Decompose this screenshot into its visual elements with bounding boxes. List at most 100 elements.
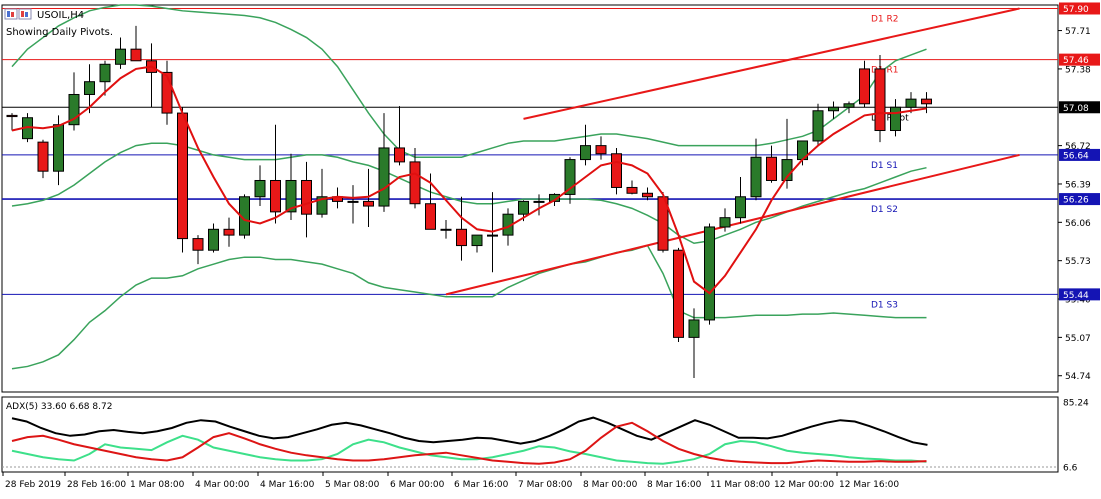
candle[interactable] — [828, 101, 839, 119]
candle[interactable] — [254, 165, 266, 207]
time-tick-label: 12 Mar 00:00 — [774, 480, 834, 490]
candle[interactable] — [688, 308, 700, 379]
symbol-icon[interactable] — [4, 8, 32, 20]
price-tick-label: 55.07 — [1065, 334, 1091, 344]
candle[interactable] — [859, 60, 870, 108]
pivot-price-tag-label: 56.26 — [1063, 196, 1089, 206]
candle[interactable] — [580, 124, 591, 166]
candle[interactable] — [704, 223, 715, 325]
trend-line[interactable] — [523, 7, 1020, 120]
trend-lines[interactable] — [445, 7, 1020, 296]
price-tick-label: 55.40 — [1065, 296, 1091, 306]
bear-candle-body — [859, 68, 870, 105]
candle[interactable] — [301, 161, 312, 238]
candle[interactable] — [192, 235, 204, 265]
candle[interactable] — [223, 217, 235, 247]
bear-candle-body — [921, 98, 932, 105]
bear-candle-body — [874, 68, 886, 132]
bull-candle-body — [68, 93, 80, 126]
adx-indicator: 85.24 6.6 — [2, 399, 1089, 474]
candle[interactable] — [611, 147, 622, 195]
candle[interactable] — [812, 103, 824, 146]
candle[interactable] — [456, 196, 467, 261]
candle[interactable] — [642, 187, 653, 201]
bear-candle-body — [192, 238, 204, 251]
candle[interactable] — [84, 64, 95, 114]
candle[interactable] — [378, 113, 390, 212]
pivot-price-tag-label: 57.46 — [1063, 56, 1089, 66]
adx-tick-label: 6.6 — [1063, 464, 1078, 474]
candle[interactable] — [719, 208, 731, 232]
pivot-label: D1 S3 — [871, 300, 898, 310]
bear-candle-body — [642, 192, 653, 198]
candle[interactable] — [161, 60, 173, 125]
price-tick-label: 55.73 — [1065, 257, 1091, 267]
time-tick-label: 28 Feb 16:00 — [67, 480, 126, 490]
bear-candle-body — [363, 200, 374, 207]
candle[interactable] — [595, 136, 607, 160]
pivot-subtitle: Showing Daily Pivots. — [6, 27, 113, 38]
bear-candle-body — [37, 141, 49, 172]
candle[interactable] — [766, 145, 777, 183]
candle[interactable] — [921, 92, 932, 114]
candle[interactable] — [673, 247, 684, 343]
bull-candle-body — [549, 193, 560, 202]
bull-candle-body — [533, 200, 545, 203]
bull-candle-body — [580, 145, 591, 161]
candle[interactable] — [394, 106, 405, 166]
pivot-price-tag — [1059, 53, 1100, 66]
candle[interactable] — [37, 139, 49, 179]
pivot-price-tag — [1059, 101, 1100, 114]
candle[interactable] — [68, 72, 80, 131]
bull-candle-body — [704, 226, 715, 321]
band-upper — [11, 4, 927, 158]
candle[interactable] — [316, 168, 328, 218]
candle[interactable] — [533, 194, 545, 216]
price-tick-label: 56.39 — [1065, 180, 1091, 190]
time-tick-label: 7 Mar 08:00 — [518, 480, 573, 490]
bull-candle-body — [378, 147, 390, 207]
candle[interactable] — [208, 223, 219, 253]
time-tick-label: 4 Mar 16:00 — [260, 480, 315, 490]
pivot-price-tag — [1059, 148, 1100, 161]
bull-candle-body — [99, 63, 111, 83]
candle[interactable] — [750, 138, 762, 201]
band-lower — [11, 244, 927, 370]
candle[interactable] — [626, 180, 638, 195]
bear-candle-body — [409, 161, 421, 205]
candle[interactable] — [177, 107, 188, 253]
candle[interactable] — [53, 115, 64, 186]
trend-line[interactable] — [445, 153, 1020, 296]
candle[interactable] — [363, 168, 374, 227]
bull-candle-body — [828, 106, 839, 112]
candle[interactable] — [130, 25, 142, 62]
candle[interactable] — [99, 60, 111, 96]
bull-candle-body — [735, 196, 746, 219]
time-tick-label: 6 Mar 16:00 — [454, 480, 509, 490]
time-tick-label: 1 Mar 08:00 — [130, 480, 185, 490]
candle[interactable] — [6, 113, 18, 131]
bear-candle-body — [301, 179, 312, 215]
price-tick-label: 56.06 — [1065, 219, 1091, 229]
candle[interactable] — [905, 92, 917, 114]
candle[interactable] — [874, 54, 886, 143]
candle[interactable] — [843, 101, 855, 114]
bear-candle-body — [611, 153, 622, 188]
candle[interactable] — [564, 157, 576, 204]
bear-candle-body — [766, 156, 777, 181]
bull-candle-body — [440, 228, 452, 231]
candle[interactable] — [270, 124, 281, 224]
candle[interactable] — [440, 220, 452, 239]
price-axis: 57.71 57.38 56.72 56.39 56.06 55.73 55.40 55.07… — [1058, 27, 1091, 382]
adx-line-plusDI — [11, 434, 927, 465]
candle[interactable] — [115, 37, 126, 69]
bull-candle-body — [812, 110, 824, 142]
candle[interactable] — [471, 234, 483, 253]
candle[interactable] — [890, 99, 901, 137]
candle[interactable] — [409, 147, 421, 209]
pivot-price-tag-label: 55.44 — [1063, 291, 1089, 301]
candle[interactable] — [735, 177, 746, 224]
candle[interactable] — [347, 185, 359, 224]
